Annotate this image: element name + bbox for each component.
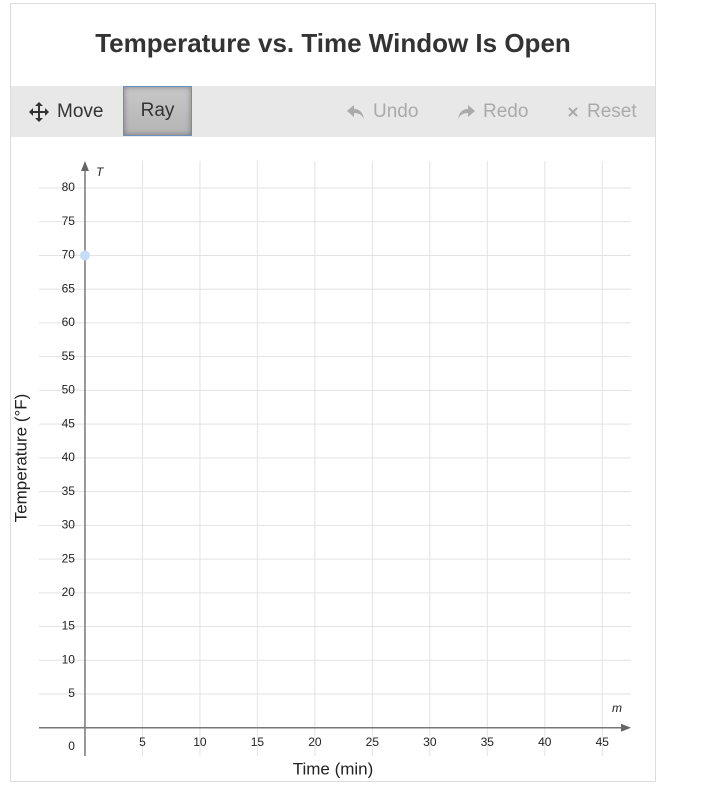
undo-label: Undo <box>373 100 419 122</box>
toolbar: Move Ray Undo Redo Reset <box>11 86 655 137</box>
y-axis-name: T <box>96 165 105 179</box>
x-tick-label: 5 <box>139 735 146 749</box>
x-tick-label: 20 <box>308 735 322 749</box>
y-tick-label: 75 <box>62 214 76 228</box>
y-tick-label: 10 <box>62 652 76 666</box>
reset-button[interactable]: Reset <box>567 86 637 137</box>
move-button[interactable]: Move <box>29 86 103 137</box>
y-tick-label: 35 <box>62 484 76 498</box>
y-tick-label: 30 <box>62 518 76 532</box>
y-tick-label: 65 <box>62 281 76 295</box>
reset-label: Reset <box>587 100 637 122</box>
x-axis-arrow <box>621 723 631 732</box>
x-tick-label: 40 <box>538 735 552 749</box>
y-axis-label: Temperature (°F) <box>11 394 30 523</box>
ray-label: Ray <box>140 100 175 121</box>
y-tick-label: 0 <box>68 739 75 753</box>
y-tick-label: 60 <box>62 315 76 329</box>
x-tick-label: 10 <box>193 735 207 749</box>
move-icon <box>29 101 49 122</box>
y-tick-label: 25 <box>62 551 76 565</box>
y-axis-arrow <box>80 161 89 171</box>
y-tick-label: 55 <box>62 349 76 363</box>
title: Temperature vs. Time Window Is Open <box>95 28 571 58</box>
reset-icon <box>568 106 578 117</box>
x-tick-label: 25 <box>366 735 380 749</box>
panel <box>10 3 656 782</box>
x-axis-label: Time (min) <box>293 759 374 778</box>
ray-button[interactable]: Ray <box>123 86 192 136</box>
x-tick-label: 45 <box>596 735 610 749</box>
redo-label: Redo <box>483 100 529 122</box>
y-tick-label: 5 <box>68 686 75 700</box>
move-label: Move <box>57 100 104 122</box>
x-tick-label: 30 <box>423 735 437 749</box>
y-tick-label: 70 <box>62 248 76 262</box>
undo-icon <box>347 104 364 119</box>
undo-button[interactable]: Undo <box>347 86 418 137</box>
x-tick-label: 35 <box>481 735 495 749</box>
redo-button[interactable]: Redo <box>457 86 528 137</box>
y-tick-label: 45 <box>62 416 76 430</box>
redo-icon <box>458 104 475 119</box>
x-axis-name: m <box>612 701 622 715</box>
y-tick-label: 80 <box>62 180 76 194</box>
y-tick-label: 15 <box>62 619 76 633</box>
point <box>79 250 90 261</box>
y-tick-label: 20 <box>62 585 76 599</box>
x-tick-label: 15 <box>251 735 265 749</box>
y-tick-label: 50 <box>62 383 76 397</box>
y-tick-label: 40 <box>62 450 76 464</box>
